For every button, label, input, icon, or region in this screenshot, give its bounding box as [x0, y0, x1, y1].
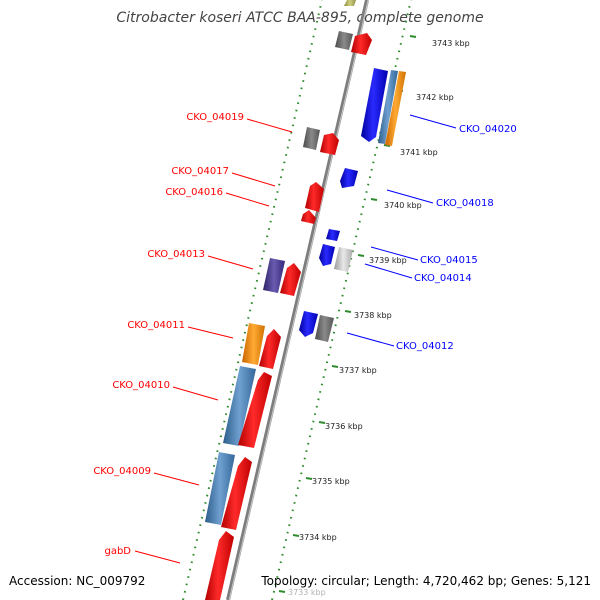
gene-cko-04020-rna[interactable]	[378, 70, 398, 144]
gene-cko-04010[interactable]	[238, 372, 272, 448]
tick-group: 3733 kbp 3734 kbp 3735 kbp 3736 kbp 3737…	[278, 35, 470, 597]
leader-line	[346, 332, 395, 347]
gene-cko-04012[interactable]	[299, 311, 318, 337]
outer-dotted-track	[182, 0, 323, 600]
tick-mark	[318, 421, 326, 424]
gene-olive-top[interactable]	[344, 0, 356, 6]
gene-cko-04019[interactable]	[320, 133, 339, 155]
gene-cko-04011-orange[interactable]	[242, 323, 265, 365]
reverse-leader-lines	[346, 114, 457, 347]
genome-backbone	[226, 0, 369, 600]
tick-mark	[292, 534, 300, 537]
gene-cko-04019-gray[interactable]	[303, 127, 320, 150]
gene-label[interactable]: CKO_04020	[459, 124, 517, 135]
tick-label: 3742 kbp	[416, 93, 454, 102]
gene-label[interactable]: CKO_04018	[436, 198, 494, 209]
leader-line	[364, 263, 413, 279]
gene-cko-04014-light[interactable]	[334, 247, 353, 272]
tick-mark	[409, 35, 417, 38]
tick-mark	[383, 144, 391, 147]
gene-label[interactable]: CKO_04016	[165, 187, 223, 198]
leader-line	[153, 472, 200, 486]
tick-mark	[344, 310, 352, 313]
gene-cko-04020[interactable]	[361, 68, 388, 142]
topology-text: Topology: circular; Length: 4,720,462 bp…	[261, 574, 591, 588]
leader-line	[207, 255, 254, 270]
gene-label[interactable]: CKO_04011	[127, 320, 185, 331]
gene-cko-04012-gray[interactable]	[315, 315, 334, 342]
genome-title: Citrobacter koseri ATCC BAA-895, complet…	[116, 10, 484, 26]
forward-leader-lines	[134, 118, 293, 564]
tick-label: 3743 kbp	[432, 39, 470, 48]
gene-cko-04014[interactable]	[319, 244, 335, 266]
tick-label: 3739 kbp	[369, 256, 407, 265]
gene-label[interactable]: CKO_04010	[112, 380, 170, 391]
gene-label[interactable]: CKO_04009	[93, 466, 151, 477]
reverse-strand-features	[299, 68, 406, 342]
gene-cko-04010-rna[interactable]	[223, 366, 256, 446]
tick-label: 3740 kbp	[384, 201, 422, 210]
leader-line	[134, 550, 181, 564]
leader-line	[409, 114, 457, 129]
forward-strand-features	[205, 0, 372, 600]
tick-label: 3735 kbp	[312, 477, 350, 486]
accession-text: Accession: NC_009792	[9, 574, 146, 588]
gene-cko-04015[interactable]	[326, 229, 340, 241]
gene-forward-top[interactable]	[351, 33, 372, 55]
tick-mark	[305, 477, 313, 480]
gene-label[interactable]: CKO_04019	[186, 112, 244, 123]
tick-label: 3736 kbp	[325, 422, 363, 431]
reverse-gene-labels: CKO_04020 CKO_04018 CKO_04015 CKO_04014 …	[396, 124, 517, 352]
gene-cko-04020-orange[interactable]	[385, 71, 406, 146]
gene-cko-04017[interactable]	[305, 182, 324, 212]
gene-label[interactable]: CKO_04013	[147, 249, 205, 260]
tick-mark	[357, 254, 365, 257]
gene-cko-04016[interactable]	[301, 210, 316, 224]
tick-label: 3737 kbp	[339, 366, 377, 375]
tick-label: 3738 kbp	[354, 311, 392, 320]
leader-line	[172, 386, 219, 401]
leader-line	[225, 192, 270, 207]
gene-label[interactable]: gabD	[104, 546, 131, 557]
tick-mark	[331, 365, 339, 368]
leader-line	[370, 246, 419, 261]
gene-gabd[interactable]	[205, 531, 234, 600]
tick-label: 3734 kbp	[299, 533, 337, 542]
genome-backbone-highlight	[228, 0, 369, 600]
leader-line	[231, 172, 276, 187]
leader-line	[187, 326, 234, 339]
tick-label: 3741 kbp	[400, 148, 438, 157]
gene-label[interactable]: CKO_04017	[171, 166, 229, 177]
tick-label: 3733 kbp	[288, 588, 326, 597]
forward-gene-labels: CKO_04019 CKO_04017 CKO_04016 CKO_04013 …	[93, 112, 244, 557]
gene-cko-04009-rna[interactable]	[205, 452, 235, 525]
tick-mark	[278, 590, 286, 593]
tick-mark	[370, 198, 378, 201]
gene-label[interactable]: CKO_04014	[414, 273, 472, 284]
gene-cko-04009[interactable]	[221, 457, 252, 530]
gene-gray-top[interactable]	[335, 31, 353, 50]
gene-label[interactable]: CKO_04012	[396, 341, 454, 352]
gene-cko-04011[interactable]	[259, 329, 281, 369]
gene-cko-04013[interactable]	[280, 263, 301, 296]
leader-line	[386, 189, 434, 204]
gene-label[interactable]: CKO_04015	[420, 255, 478, 266]
gene-cko-04013-purple[interactable]	[263, 258, 285, 293]
leader-line	[246, 118, 293, 133]
gene-cko-04018[interactable]	[340, 168, 358, 188]
